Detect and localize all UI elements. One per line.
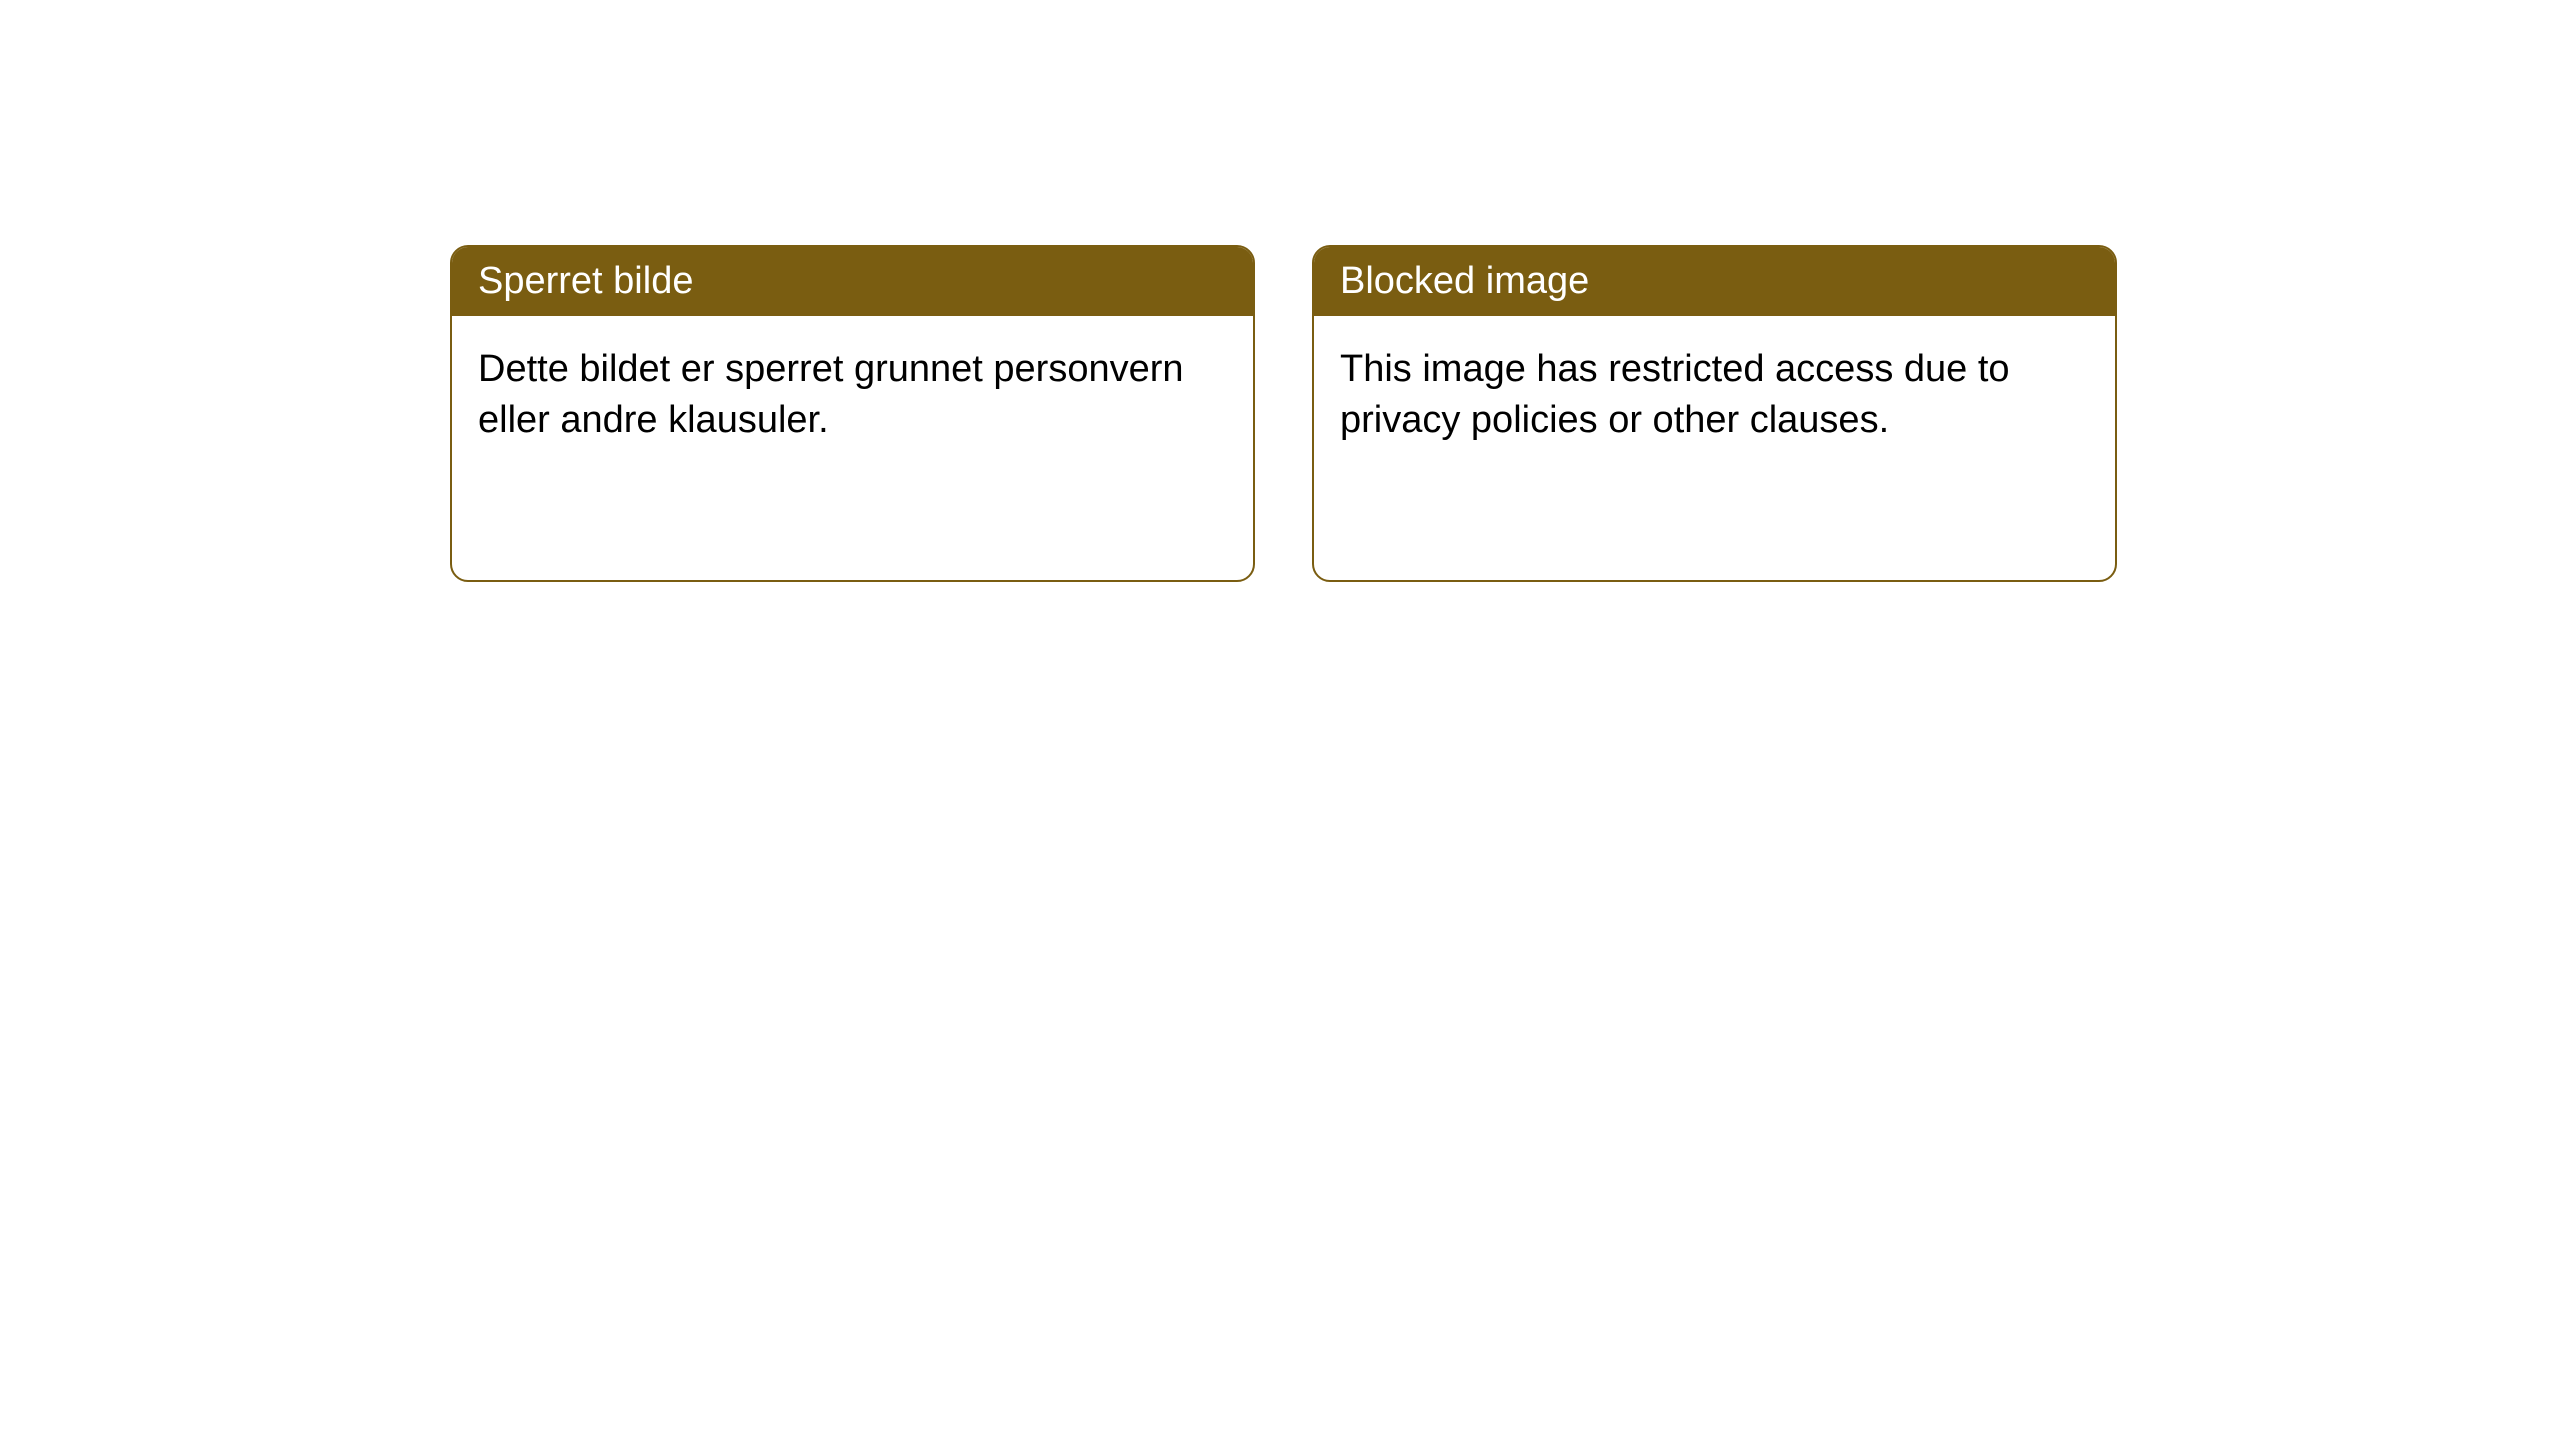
- card-header: Sperret bilde: [452, 247, 1253, 316]
- card-body: Dette bildet er sperret grunnet personve…: [452, 316, 1253, 475]
- card-body: This image has restricted access due to …: [1314, 316, 2115, 475]
- notice-card-norwegian: Sperret bilde Dette bildet er sperret gr…: [450, 245, 1255, 582]
- card-title: Blocked image: [1340, 260, 1589, 302]
- card-body-text: Dette bildet er sperret grunnet personve…: [478, 348, 1184, 441]
- card-title: Sperret bilde: [478, 260, 693, 302]
- notice-card-english: Blocked image This image has restricted …: [1312, 245, 2117, 582]
- card-header: Blocked image: [1314, 247, 2115, 316]
- card-body-text: This image has restricted access due to …: [1340, 348, 2010, 441]
- notice-cards-container: Sperret bilde Dette bildet er sperret gr…: [450, 245, 2560, 582]
